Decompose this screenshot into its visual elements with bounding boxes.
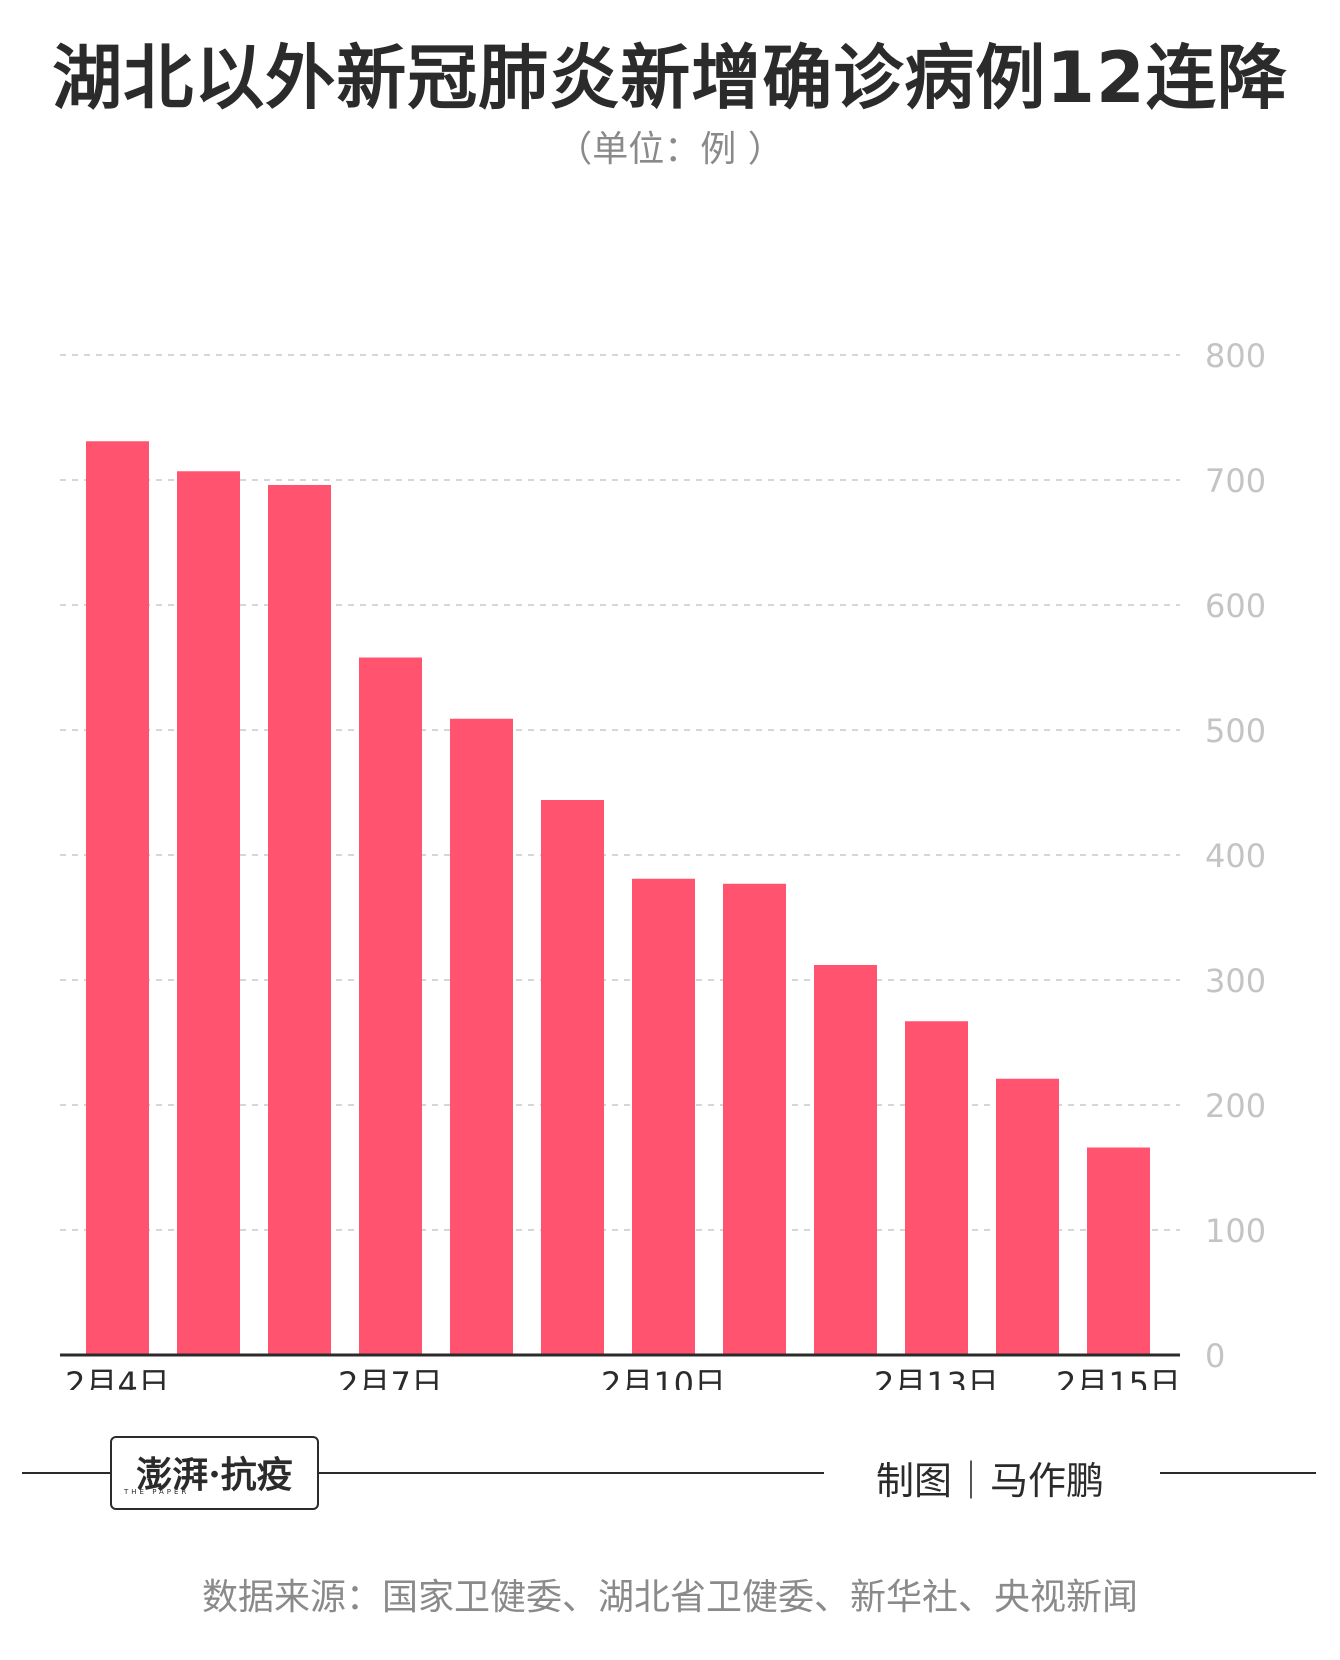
y-tick-label: 300 [1205,962,1266,1000]
bar-2月10日 [632,878,695,1355]
y-tick-label: 600 [1205,587,1266,625]
y-tick-label: 100 [1205,1212,1266,1250]
bar-2月7日 [359,657,422,1355]
bar-2月15日 [1087,1147,1150,1355]
y-tick-label: 0 [1205,1337,1225,1375]
bars [86,441,1150,1355]
bar-2月13日 [905,1021,968,1355]
bar-2月11日 [723,883,786,1355]
x-tick-label: 2月13日 [874,1365,999,1390]
bar-2月9日 [541,800,604,1355]
y-tick-label: 200 [1205,1087,1266,1125]
y-tick-labels: 0 100 200 300 400 500 600 700 800 [1205,337,1266,1375]
divider-line-left [22,1472,110,1474]
y-tick-label: 700 [1205,462,1266,500]
divider-line-right [1160,1472,1316,1474]
chart-credit: 制图｜马作鹏 [876,1459,1105,1503]
bar-2月12日 [814,965,877,1355]
chart-unit-subtitle: （单位：例 ） [556,129,784,170]
y-tick-label: 500 [1205,712,1266,750]
the-paper-logo: 澎湃·抗疫 THE PAPER [110,1436,319,1510]
logo-subtext: THE PAPER [124,1488,190,1496]
bar-2月14日 [996,1078,1059,1355]
x-tick-label: 2月7日 [338,1365,443,1390]
bar-2月5日 [177,471,240,1355]
bar-2月8日 [450,718,513,1355]
y-tick-label: 400 [1205,837,1266,875]
logo-text: 澎湃·抗疫 [136,1454,293,1496]
y-tick-label: 800 [1205,337,1266,375]
x-tick-label: 2月10日 [601,1365,726,1390]
x-tick-label: 2月15日 [1056,1365,1181,1390]
divider-line-middle [316,1472,824,1474]
x-tick-label: 2月4日 [65,1365,170,1390]
chart-title: 湖北以外新冠肺炎新增确诊病例12连降 [52,37,1288,119]
bar-2月4日 [86,441,149,1355]
data-source: 数据来源：国家卫健委、湖北省卫健委、新华社、央视新闻 [201,1577,1138,1618]
x-tick-labels: 2月4日 2月7日 2月10日 2月13日 2月15日 [65,1365,1181,1390]
bar-2月6日 [268,485,331,1355]
